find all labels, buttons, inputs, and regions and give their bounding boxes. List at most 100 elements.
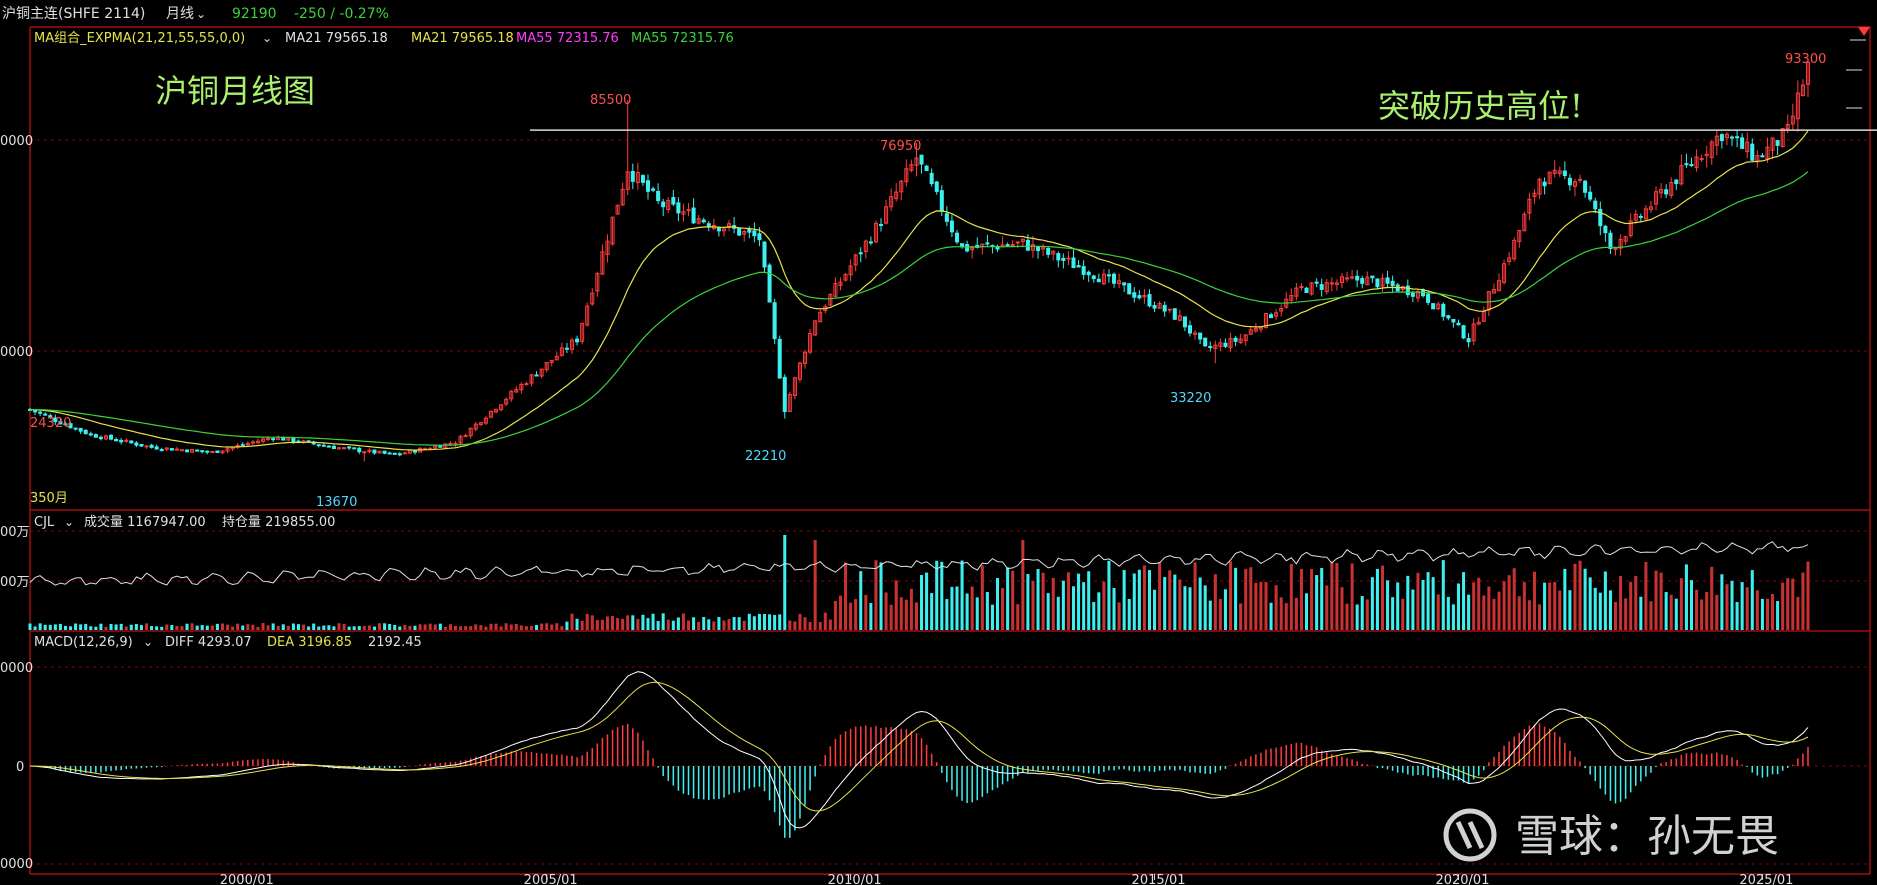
volume-bar [1031, 580, 1035, 630]
candle-body [1025, 239, 1030, 251]
volume-bar [828, 619, 832, 630]
volume-bar [1497, 591, 1501, 630]
candle-body [109, 434, 114, 440]
candle-body [590, 292, 595, 305]
volume-bar [433, 624, 437, 630]
volume-bar [722, 620, 726, 630]
volume-bar [1593, 587, 1597, 630]
candle-body [554, 355, 559, 361]
volume-bar [666, 619, 670, 630]
volume-bar [1548, 582, 1552, 630]
candle-body [716, 226, 721, 232]
candle-body [377, 450, 382, 454]
volume-bar [1289, 564, 1293, 630]
volume-bar [1806, 561, 1810, 630]
volume-bar [590, 615, 594, 630]
volume-bar [1446, 596, 1450, 630]
volume-bar [160, 626, 164, 630]
candle-body [103, 435, 109, 440]
macd-indicator-label[interactable]: MACD(12,26,9) [34, 635, 133, 650]
chevron-down-icon[interactable]: ⌄ [196, 7, 206, 21]
volume-bar [489, 623, 493, 630]
volume-bar [241, 625, 245, 630]
candle-body [1071, 257, 1076, 269]
volume-bar [1239, 603, 1243, 630]
ma-indicator-label[interactable]: MA组合_EXPMA(21,21,55,55,0,0) [34, 31, 245, 46]
volume-bar [1375, 568, 1379, 630]
candle-body [549, 359, 554, 363]
candle-body [949, 220, 954, 233]
volume-bar [342, 623, 346, 630]
candle-body [1790, 115, 1795, 125]
volume-bar [312, 623, 316, 630]
volume-bar [134, 624, 138, 630]
volume-bar [1796, 596, 1800, 630]
candle-body [494, 408, 499, 413]
volume-bar [970, 586, 974, 630]
chevron-down-icon[interactable]: ⌄ [143, 635, 153, 649]
candle-body [889, 196, 894, 208]
volume-bar [1436, 594, 1440, 630]
candle-body [1339, 276, 1344, 283]
volume-bar [1416, 572, 1420, 630]
x-tick-label: 2000/01 [220, 873, 274, 885]
volume-bar [1056, 596, 1060, 630]
candle-body [255, 440, 260, 444]
volume-bar [1776, 601, 1780, 630]
volume-bar [266, 625, 270, 630]
candle-body [534, 374, 539, 377]
chevron-down-icon[interactable]: ⌄ [262, 31, 272, 45]
volume-bar [920, 574, 924, 630]
candle-body [1299, 286, 1304, 289]
candle-body [924, 165, 929, 171]
volume-bar [1710, 566, 1714, 630]
volume-bar [367, 625, 371, 630]
volume-bar [1168, 570, 1172, 630]
volume-bar [1315, 575, 1319, 630]
volume-bar [1077, 573, 1081, 630]
candle-body [1669, 182, 1674, 196]
candle-body [1086, 271, 1091, 276]
candle-body [483, 417, 488, 424]
candle-body [1091, 275, 1096, 280]
candle-body [615, 204, 620, 215]
volume-bar [1360, 596, 1364, 630]
volume-bar [545, 623, 549, 630]
volume-bar [975, 597, 979, 630]
price-change: -250 / -0.27% [294, 6, 389, 22]
volume-bar [1674, 598, 1678, 630]
volume-bar [1092, 602, 1096, 630]
candle-body [1795, 92, 1800, 120]
candle-body [1780, 128, 1785, 148]
volume-bar [1689, 580, 1694, 630]
volume-bar [757, 613, 761, 630]
volume-bar [904, 599, 908, 630]
candle-body [894, 191, 899, 200]
candle-body [1127, 283, 1132, 295]
candle-body [1471, 323, 1476, 342]
candle-body [595, 273, 600, 292]
chevron-down-icon[interactable]: ⌄ [64, 515, 74, 529]
candle-body [519, 383, 524, 391]
candle-body [1304, 287, 1309, 293]
candle-body [1269, 314, 1274, 319]
candle-body [119, 439, 124, 443]
volume-bar [1122, 570, 1126, 630]
candle-body [1593, 200, 1598, 210]
volume-bar [671, 620, 675, 630]
volume-bar [1720, 574, 1724, 630]
candle-body [412, 449, 417, 453]
volume-bar [1401, 598, 1405, 630]
candle-body [220, 450, 225, 454]
volume-bar [1082, 582, 1086, 630]
volume-bar [935, 560, 939, 630]
candle-body [1380, 277, 1385, 287]
volume-bar [899, 597, 903, 630]
period-dropdown[interactable]: 月线 [166, 6, 194, 22]
candle-body [701, 219, 706, 223]
volume-indicator-label[interactable]: CJL [34, 515, 55, 530]
candle-body [1724, 133, 1729, 139]
volume-bar [854, 599, 858, 630]
volume-bar [1147, 570, 1152, 630]
